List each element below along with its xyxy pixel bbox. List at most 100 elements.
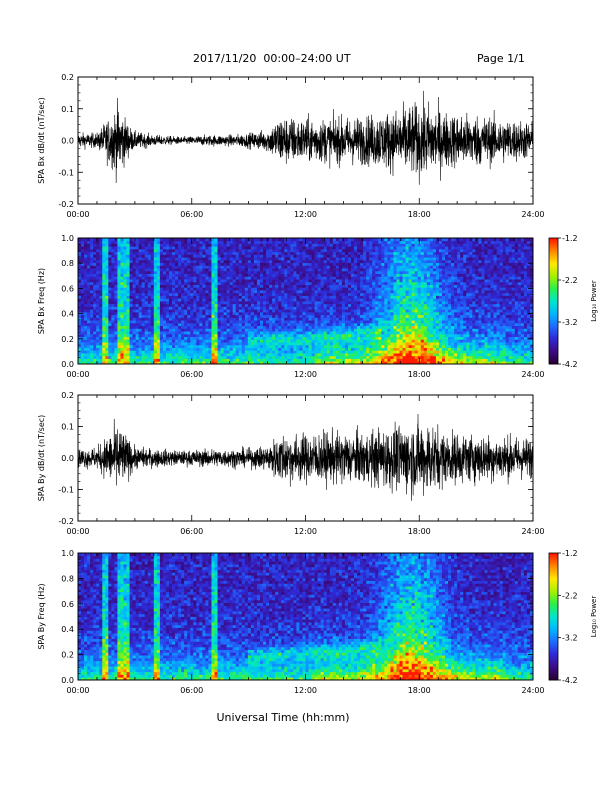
spectro-cell [344,309,349,313]
spectro-cell [323,342,328,346]
spectro-cell [96,251,100,255]
spectro-cell [147,251,152,255]
spectro-cell [129,251,133,255]
spectro-cell [117,309,121,313]
spectro-cell [290,303,294,307]
spectro-cell [302,254,306,258]
spectro-cell [281,350,285,354]
spectro-cell [102,254,106,258]
spectro-cell [135,284,140,288]
spectro-cell [247,309,252,313]
spectro-cell [387,301,391,305]
spectro-cell [184,287,188,291]
spectro-cell [384,328,388,332]
spectro-cell [366,328,370,332]
spectro-cell [78,259,82,264]
spectro-cell [78,320,82,324]
spectro-cell [287,311,291,316]
spectro-cell [184,259,188,264]
spectro-cell [138,248,143,253]
spectro-cell [126,270,130,275]
spectro-cell [253,353,258,357]
spectro-cell [129,317,133,321]
spectro-cell [247,254,252,258]
spectro-cell [326,273,331,277]
spectro-cell [132,254,137,258]
spectro-cell [344,336,349,340]
spectro-cell [172,254,176,258]
spectro-cell [263,355,267,359]
spectro-cell [193,254,197,258]
spectro-cell [165,292,170,296]
spectro-cell [165,251,170,255]
spectro-cell [247,339,252,343]
spectro-cell [272,350,276,354]
spectro-cell [156,347,161,351]
spectro-cell [263,265,267,269]
spectro-cell [229,248,234,253]
spectro-cell [208,342,212,346]
spectro-cell [93,284,97,288]
spectro-cell [135,322,140,327]
spectro-cell [93,268,97,272]
spectro-cell [184,344,188,348]
spectro-cell [159,325,164,329]
spectro-cell [162,322,167,327]
spectro-cell [269,243,273,247]
spectro-cell [132,246,137,250]
spectro-cell [335,303,340,307]
spectro-cell [269,295,273,299]
spectro-cell [132,287,137,291]
spectro-cell [253,333,258,338]
spectro-cell [123,290,127,294]
spectro-cell [90,292,94,296]
spectro-cell [99,306,103,310]
spectro-cell [284,295,288,299]
spectro-cell [217,243,221,247]
spectro-cell [344,279,349,283]
spectro-cell [169,238,173,242]
spectro-cell [253,295,258,299]
spectro-cell [375,276,379,280]
spectro-cell [226,240,231,244]
spectro-cell [181,317,185,321]
spectro-cell [235,240,240,244]
spectro-cell [284,350,288,354]
spectro-cell [235,262,240,266]
spectro-cell [256,262,261,266]
spectro-cell [202,273,206,277]
spectro-cell [241,306,246,310]
spectro-cell [366,355,370,359]
spectro-cell [369,292,373,296]
spectro-cell [369,262,373,266]
spectro-cell [320,287,325,291]
spectro-cell [169,262,173,266]
spectro-cell [354,355,358,359]
spectro-cell [147,325,152,329]
spectro-cell [347,284,352,288]
spectro-cell [211,279,215,283]
spectro-cell [335,254,340,258]
spectro-cell [302,350,306,354]
spectro-cell [226,279,231,283]
spectro-cell [381,314,385,318]
spectro-cell [129,361,133,365]
spectro-cell [247,295,252,299]
spectro-cell [384,265,388,269]
spectro-cell [175,298,179,302]
spectro-cell [226,248,231,253]
spectro-cell [269,328,273,332]
spectro-cell [217,333,221,338]
spectro-cell [347,238,352,242]
spectro-cell [314,240,319,244]
spectro-cell [159,246,164,250]
spectro-cell [293,273,297,277]
spectro-cell [366,331,370,335]
spectro-cell [284,279,288,283]
spectro-cell [369,353,373,357]
spectro-cell [78,347,82,351]
spectro-cell [311,317,315,321]
spectro-cell [266,268,270,272]
spectro-cell [281,331,285,335]
spectro-cell [226,270,231,275]
